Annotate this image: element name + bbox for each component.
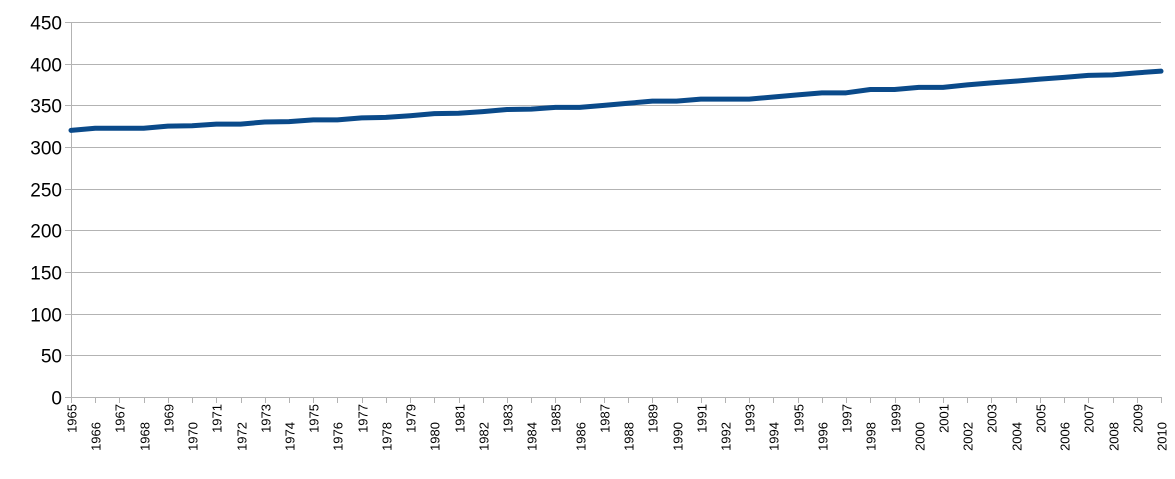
- x-axis-labels: 1965 1966 1967 1968 1969 1970 1971 1972 1973 1974…: [65, 404, 1170, 451]
- x-tick-label: 1996: [816, 422, 831, 451]
- x-tick-label: 1967: [113, 404, 128, 433]
- y-tick-label: 450: [30, 14, 62, 35]
- x-tick-label: 1973: [259, 404, 274, 433]
- x-tick-label: 1966: [89, 422, 104, 451]
- x-tick-label: 1969: [162, 404, 177, 433]
- y-tick-label: 100: [30, 306, 62, 327]
- x-tick-label: 1983: [501, 404, 516, 433]
- x-tick-label: 2006: [1058, 422, 1073, 451]
- y-tick-label: 0: [51, 389, 62, 410]
- x-tick-label: 1990: [671, 422, 686, 451]
- x-tick-label: 1979: [404, 404, 419, 433]
- x-tick-label: 1974: [283, 422, 298, 451]
- y-tick-label: 250: [30, 181, 62, 202]
- x-tick-label: 1999: [889, 404, 904, 433]
- y-tick-label: 150: [30, 264, 62, 285]
- x-tick-label: 2005: [1034, 404, 1049, 433]
- x-tick-label: 1986: [574, 422, 589, 451]
- x-tick-label: 2000: [913, 422, 928, 451]
- x-tick-label: 1970: [186, 422, 201, 451]
- x-tick-label: 1984: [525, 422, 540, 451]
- x-tick-label: 1976: [331, 422, 346, 451]
- x-tick-label: 1994: [767, 422, 782, 451]
- y-tick-label: 300: [30, 139, 62, 160]
- y-tick-label: 200: [30, 222, 62, 243]
- x-tick-label: 2008: [1107, 422, 1122, 451]
- x-tick-label: 1988: [622, 422, 637, 451]
- x-tick-label: 1991: [695, 404, 710, 433]
- x-tick-label: 1998: [864, 422, 879, 451]
- x-tick-label: 1972: [235, 422, 250, 451]
- x-tick-label: 1985: [549, 404, 564, 433]
- x-tick-label: 2003: [985, 404, 1000, 433]
- series-group: [68, 68, 1164, 133]
- x-tick-label: 2001: [937, 404, 952, 433]
- x-tick-label: 2009: [1131, 404, 1146, 433]
- x-tick-label: 1995: [792, 404, 807, 433]
- x-tick-label: 1978: [380, 422, 395, 451]
- x-tick-label: 1993: [743, 404, 758, 433]
- x-tick-label: 1965: [65, 404, 80, 433]
- x-tick-label: 1968: [138, 422, 153, 451]
- y-axis-labels: 0 50 100 150 200 250 300 350 400 450: [30, 14, 62, 410]
- x-tick-label: 1977: [356, 404, 371, 433]
- y-tick-label: 400: [30, 56, 62, 77]
- y-tick-label: 50: [41, 347, 62, 368]
- x-tick-label: 2007: [1082, 404, 1097, 433]
- x-tick-label: 1997: [840, 404, 855, 433]
- x-tick-label: 2004: [1010, 422, 1025, 451]
- x-tick-label: 2002: [961, 422, 976, 451]
- x-tick-label: 1971: [210, 404, 225, 433]
- y-tick-label: 350: [30, 97, 62, 118]
- x-tick-label: 1981: [453, 404, 468, 433]
- x-tick-label: 1975: [307, 404, 322, 433]
- x-tick-label: 1992: [719, 422, 734, 451]
- grid-lines: [71, 22, 1161, 356]
- axes: [65, 22, 1162, 403]
- x-tick-label: 2010: [1155, 422, 1170, 451]
- x-tick-label: 1987: [598, 404, 613, 433]
- x-tick-label: 1989: [646, 404, 661, 433]
- series-line-0: [68, 68, 1164, 133]
- x-tick-label: 1980: [428, 422, 443, 451]
- x-tick-label: 1982: [477, 422, 492, 451]
